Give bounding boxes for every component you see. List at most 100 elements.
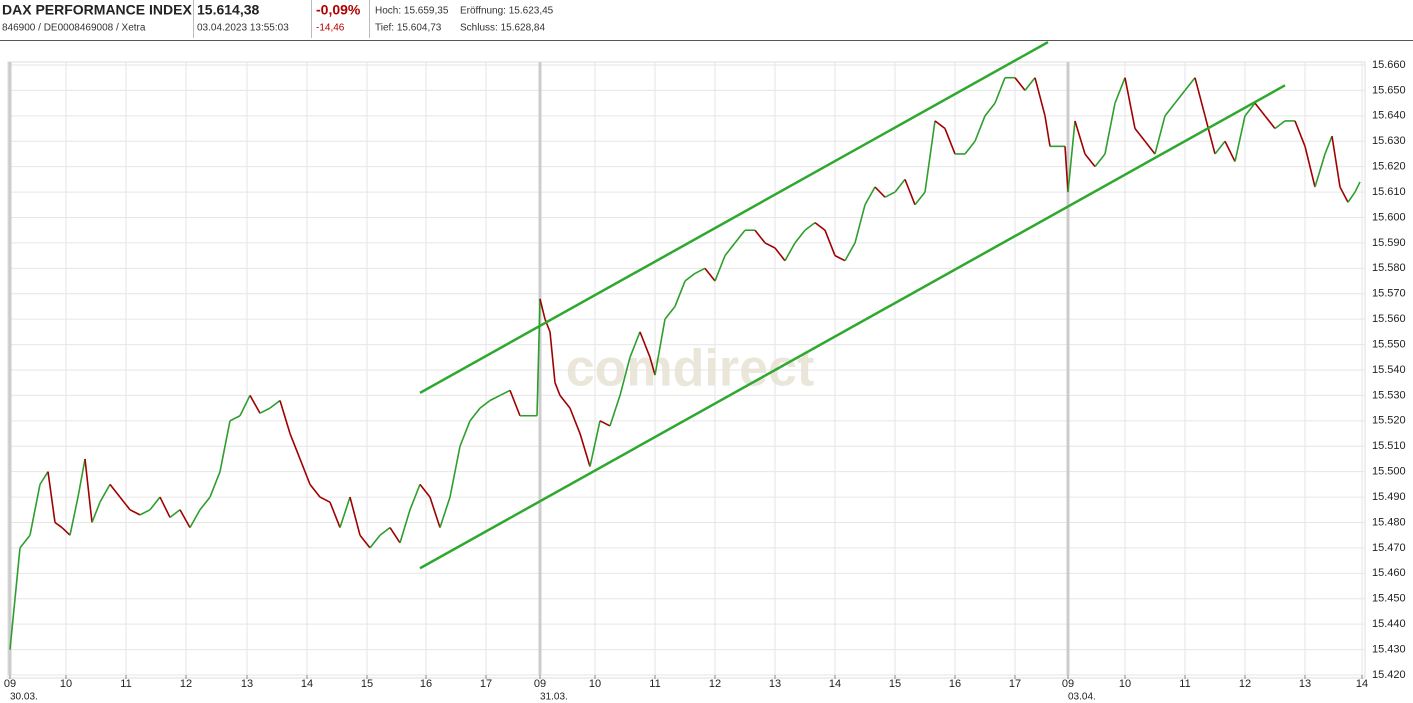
price-segment bbox=[319, 496, 331, 503]
price-segment bbox=[439, 496, 451, 528]
price-segment bbox=[1254, 102, 1266, 117]
price-segment bbox=[619, 357, 631, 396]
price-segment bbox=[764, 242, 776, 249]
price-segment bbox=[1214, 140, 1226, 155]
price-segment bbox=[339, 496, 351, 528]
price-segment bbox=[914, 191, 926, 206]
price-segment bbox=[289, 433, 301, 460]
y-tick-label: 15.620 bbox=[1372, 161, 1406, 173]
price-segment bbox=[664, 305, 676, 320]
price-segment bbox=[629, 331, 641, 358]
price-segment bbox=[794, 229, 806, 244]
price-segment bbox=[1134, 128, 1146, 142]
price-segment bbox=[894, 178, 906, 193]
y-tick-label: 15.510 bbox=[1372, 440, 1406, 452]
price-segment bbox=[359, 534, 371, 549]
price-segment bbox=[1164, 102, 1176, 117]
price-segment bbox=[419, 483, 431, 498]
price-segment bbox=[864, 186, 876, 206]
price-segment bbox=[47, 471, 56, 523]
price-segment bbox=[229, 415, 241, 422]
price-segment bbox=[199, 496, 211, 511]
price-segment bbox=[549, 331, 556, 383]
watermark: comdirect bbox=[566, 340, 815, 398]
open: Eröffnung: 15.623,45 bbox=[460, 6, 554, 17]
price-segment bbox=[109, 483, 121, 498]
price-segment bbox=[1024, 77, 1036, 91]
low: Tief: 15.604,73 bbox=[375, 23, 442, 34]
price-segment bbox=[459, 420, 471, 447]
price-segment bbox=[149, 496, 161, 511]
y-tick-label: 15.650 bbox=[1372, 84, 1406, 96]
x-tick-label: 11 bbox=[1179, 678, 1190, 690]
x-tick-label: 10 bbox=[589, 678, 601, 690]
price-segment bbox=[69, 496, 79, 536]
price-segment bbox=[179, 509, 191, 528]
price-segment bbox=[724, 242, 736, 257]
price-segment bbox=[904, 179, 916, 206]
price-segment bbox=[119, 496, 131, 511]
price-segment bbox=[54, 521, 63, 529]
price-segment bbox=[1154, 115, 1166, 155]
price-segment bbox=[1014, 77, 1026, 91]
price-segment bbox=[1124, 77, 1136, 129]
x-tick-label: 12 bbox=[180, 678, 192, 690]
price-segment bbox=[984, 102, 996, 117]
price-segment bbox=[1074, 120, 1086, 155]
price-segment bbox=[674, 280, 686, 307]
price-segment bbox=[1294, 120, 1306, 147]
price-segment bbox=[1094, 153, 1106, 168]
x-tick-label: 17 bbox=[1009, 678, 1021, 690]
price-segment bbox=[1224, 140, 1236, 162]
price-segment bbox=[1354, 181, 1361, 193]
price-segment bbox=[589, 420, 601, 467]
price-segment bbox=[1339, 186, 1349, 203]
price-segment bbox=[489, 394, 501, 402]
price-segment bbox=[77, 458, 86, 498]
price-segment bbox=[84, 458, 93, 523]
close: Schluss: 15.628,84 bbox=[460, 23, 545, 34]
price-segment bbox=[329, 501, 341, 528]
price-segment bbox=[1184, 77, 1196, 91]
price-segment bbox=[469, 407, 481, 422]
price-segment bbox=[609, 395, 621, 427]
y-tick-label: 15.600 bbox=[1372, 211, 1406, 223]
trend-line bbox=[419, 41, 1049, 394]
price-segment bbox=[389, 527, 401, 544]
price-segment bbox=[1067, 120, 1076, 193]
price-segment bbox=[754, 229, 766, 244]
x-tick-label: 09 bbox=[4, 678, 16, 690]
y-tick-label: 15.660 bbox=[1372, 59, 1406, 71]
x-tick-label: 13 bbox=[1299, 678, 1311, 690]
x-tick-label: 13 bbox=[769, 678, 781, 690]
price-segment bbox=[369, 534, 381, 549]
price-segment bbox=[499, 389, 511, 397]
price-segment bbox=[1264, 115, 1276, 130]
y-tick-label: 15.610 bbox=[1372, 186, 1406, 198]
price-segment bbox=[9, 598, 16, 650]
y-tick-label: 15.460 bbox=[1372, 567, 1406, 579]
price-segment bbox=[239, 395, 251, 417]
price-segment bbox=[399, 509, 411, 544]
price-segment bbox=[804, 221, 816, 231]
y-tick-label: 15.640 bbox=[1372, 110, 1406, 122]
price-segment bbox=[14, 547, 21, 599]
price-segment bbox=[349, 496, 361, 536]
x-tick-label: 11 bbox=[120, 678, 131, 690]
price-segment bbox=[159, 496, 171, 518]
y-tick-label: 15.420 bbox=[1372, 669, 1406, 681]
price-segment bbox=[219, 420, 231, 472]
price-segment bbox=[1234, 115, 1246, 162]
x-tick-label: 13 bbox=[241, 678, 253, 690]
y-tick-label: 15.430 bbox=[1372, 643, 1406, 655]
price-segment bbox=[1244, 102, 1256, 117]
y-tick-label: 15.440 bbox=[1372, 618, 1406, 630]
price-segment bbox=[684, 272, 696, 282]
price-segment bbox=[639, 331, 651, 358]
price-segment bbox=[249, 395, 261, 414]
price-segment bbox=[569, 407, 581, 434]
x-tick-label: 14 bbox=[301, 678, 313, 690]
price-segment bbox=[169, 509, 181, 519]
price-segment bbox=[279, 400, 291, 434]
x-tick-label: 09 bbox=[1062, 678, 1074, 690]
